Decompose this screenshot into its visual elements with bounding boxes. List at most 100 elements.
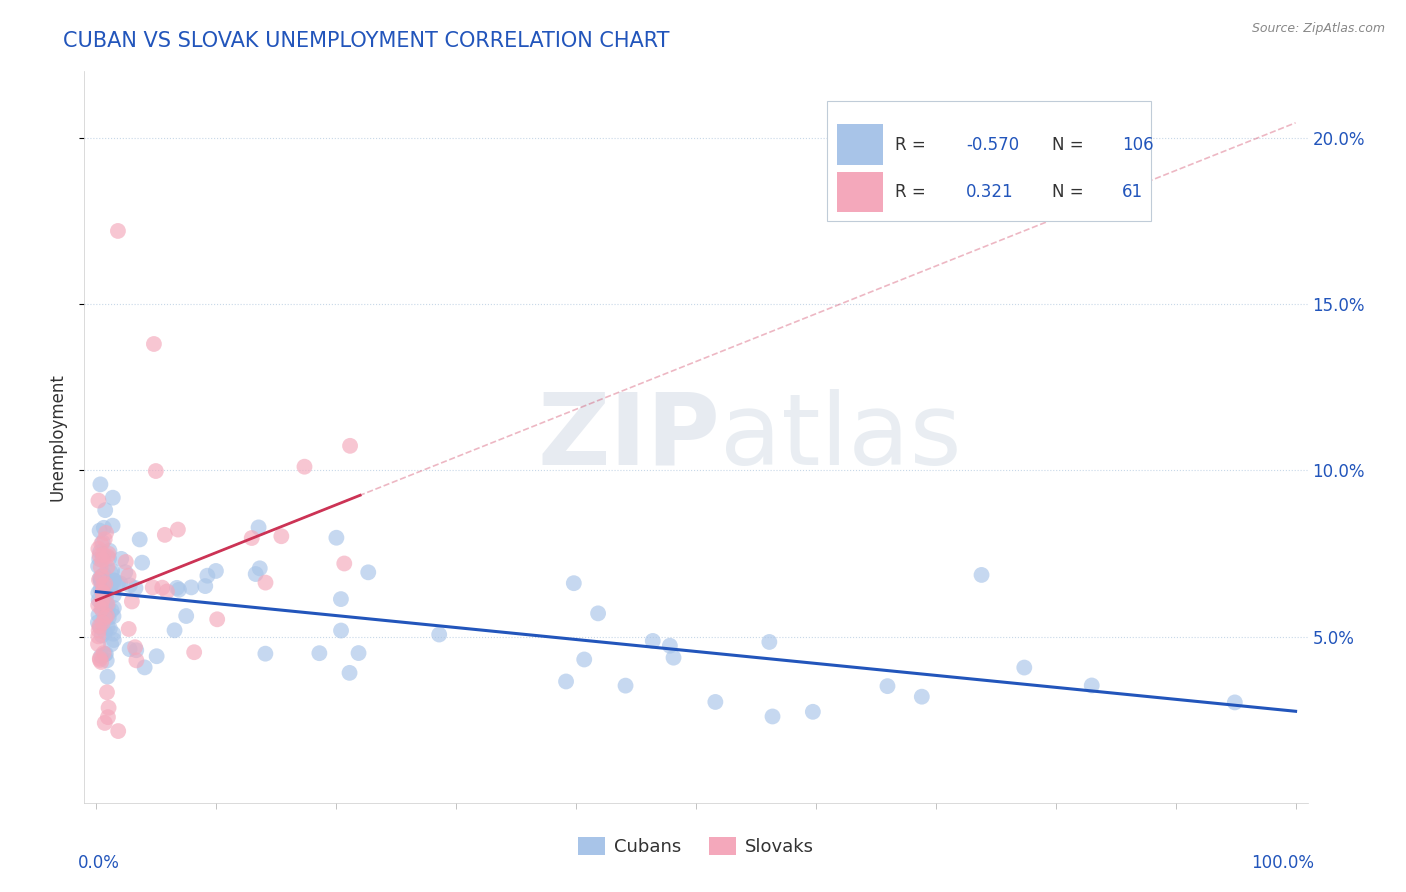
Point [90, 574, 112, 588]
Point [118, 622, 141, 636]
Point [249, 561, 271, 575]
Point [876, 679, 898, 693]
Point [339, 439, 361, 453]
Point [308, 646, 330, 660]
Point [91, 585, 114, 599]
Text: R =: R = [896, 136, 931, 153]
Point [94, 577, 117, 591]
Point [89, 524, 111, 538]
Point [128, 533, 150, 547]
Point [114, 555, 136, 569]
Point [1014, 660, 1036, 674]
Point [93, 646, 115, 660]
Point [107, 224, 129, 238]
Point [100, 578, 122, 592]
Point [103, 600, 125, 615]
Point [704, 695, 727, 709]
Point [91, 581, 114, 595]
Point [87, 615, 110, 630]
Point [96, 596, 118, 610]
Point [97, 583, 120, 598]
Point [94, 611, 117, 625]
FancyBboxPatch shape [827, 101, 1152, 221]
Point [205, 564, 228, 578]
Text: ZIP: ZIP [537, 389, 720, 485]
Point [103, 609, 125, 624]
Point [347, 646, 370, 660]
Point [96, 670, 118, 684]
Point [1223, 695, 1246, 709]
Point [183, 645, 205, 659]
Point [94, 525, 117, 540]
Text: N =: N = [1052, 183, 1088, 201]
Point [91, 535, 114, 549]
Point [104, 574, 127, 588]
Point [87, 593, 110, 607]
FancyBboxPatch shape [837, 172, 883, 212]
Point [801, 705, 824, 719]
Text: 106: 106 [1122, 136, 1153, 153]
Point [90, 602, 112, 616]
Point [90, 655, 112, 669]
Point [125, 643, 148, 657]
Point [87, 624, 110, 638]
Point [91, 592, 114, 607]
Text: 0.321: 0.321 [966, 183, 1014, 201]
Point [330, 624, 353, 638]
Point [90, 569, 112, 583]
Point [333, 557, 356, 571]
Point [970, 568, 993, 582]
Point [911, 690, 934, 704]
Text: Source: ZipAtlas.com: Source: ZipAtlas.com [1251, 22, 1385, 36]
Point [96, 685, 118, 699]
Point [93, 567, 115, 582]
Point [254, 647, 277, 661]
Point [89, 620, 111, 634]
Point [562, 576, 585, 591]
Point [93, 548, 115, 562]
Point [90, 560, 112, 574]
Text: R =: R = [896, 183, 931, 201]
Point [145, 649, 167, 664]
Point [94, 647, 117, 661]
Legend: Cubans, Slovaks: Cubans, Slovaks [571, 830, 821, 863]
Point [87, 629, 110, 643]
Point [89, 651, 111, 665]
Point [91, 591, 114, 606]
Point [245, 567, 267, 582]
Point [94, 503, 117, 517]
Point [270, 529, 292, 543]
Point [121, 594, 143, 608]
Point [103, 574, 125, 588]
Point [97, 710, 120, 724]
Point [98, 543, 121, 558]
Point [87, 559, 110, 574]
Point [761, 709, 783, 723]
Text: 100.0%: 100.0% [1251, 854, 1313, 872]
Point [180, 580, 202, 594]
Point [107, 724, 129, 739]
Point [124, 581, 146, 595]
Point [134, 660, 156, 674]
Point [142, 337, 165, 351]
Point [194, 579, 217, 593]
Point [758, 635, 780, 649]
Point [357, 566, 380, 580]
Point [1080, 678, 1102, 692]
Y-axis label: Unemployment: Unemployment [48, 373, 66, 501]
Point [118, 578, 141, 592]
Point [91, 615, 114, 630]
Point [91, 578, 114, 592]
Point [96, 653, 118, 667]
Text: 61: 61 [1122, 183, 1143, 201]
Point [93, 521, 115, 535]
Point [93, 715, 115, 730]
Point [658, 639, 681, 653]
Point [574, 652, 596, 666]
Point [101, 491, 124, 505]
Point [100, 566, 122, 580]
Point [97, 700, 120, 714]
Point [118, 642, 141, 657]
Point [555, 674, 578, 689]
Point [97, 582, 120, 596]
